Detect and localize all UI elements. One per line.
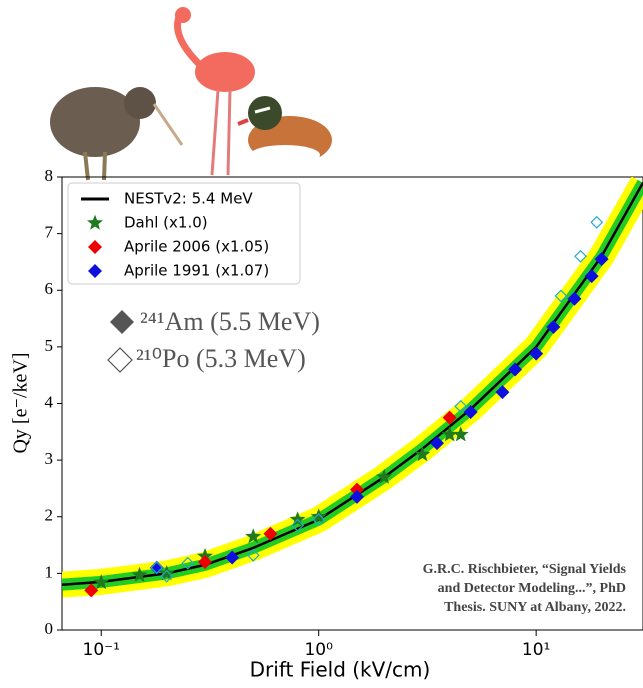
annotation: ²⁴¹Am (5.5 MeV) <box>140 307 320 336</box>
duck-illustration <box>237 96 332 165</box>
star-marker <box>310 508 327 524</box>
y-tick-label: 2 <box>45 506 54 525</box>
diamond-marker <box>84 583 99 598</box>
y-axis-label: Qy [e⁻/keV] <box>10 352 32 453</box>
open-diamond-marker <box>554 289 568 303</box>
open-diamond-marker <box>246 548 260 562</box>
y-tick-label: 5 <box>45 336 54 355</box>
flamingo-illustration <box>174 7 255 176</box>
legend-label: NESTv2: 5.4 MeV <box>124 190 253 208</box>
annotation-marker <box>110 310 134 334</box>
credit-text: Thesis. SUNY at Albany, 2022. <box>444 600 626 615</box>
y-tick-label: 4 <box>45 392 54 411</box>
y-tick-label: 8 <box>45 166 54 185</box>
diamond-marker <box>225 550 240 565</box>
open-diamond-marker <box>590 215 604 229</box>
star-marker <box>131 566 148 582</box>
diamond-marker <box>430 436 445 451</box>
open-diamond-marker <box>291 518 305 532</box>
diamond-marker <box>508 362 523 377</box>
annotation-marker <box>107 347 133 373</box>
y-tick-label: 3 <box>45 449 54 468</box>
open-diamond-marker <box>312 513 326 527</box>
kiwi-illustration <box>50 87 184 181</box>
legend-label: Dahl (x1.0) <box>124 214 208 232</box>
diamond-marker <box>546 320 561 335</box>
diamond-marker <box>594 252 609 267</box>
star-marker <box>452 426 469 442</box>
open-diamond-marker <box>454 399 468 413</box>
x-tick-label: 10⁰ <box>304 640 333 660</box>
diamond-marker <box>349 482 364 497</box>
open-diamond-marker <box>160 569 174 583</box>
star-marker <box>289 511 306 527</box>
diamond-marker <box>197 555 212 570</box>
star-marker <box>245 528 262 544</box>
open-diamond-marker <box>181 556 195 570</box>
diamond-marker <box>529 346 544 361</box>
legend <box>67 182 301 285</box>
annotation: ²¹⁰Po (5.3 MeV) <box>136 344 306 373</box>
open-diamond-marker <box>574 249 587 263</box>
diamond-marker <box>263 526 278 541</box>
diamond-marker <box>349 489 364 504</box>
legend-label: Aprile 1991 (x1.07) <box>124 262 269 280</box>
plot-area <box>62 177 643 598</box>
y-tick-label: 0 <box>45 619 54 638</box>
x-tick-label: 10⁻¹ <box>83 640 120 660</box>
x-tick-label: 10¹ <box>522 640 550 660</box>
diamond-marker <box>88 240 102 254</box>
legend-label: Aprile 2006 (x1.05) <box>124 238 269 256</box>
diamond-marker <box>495 385 510 400</box>
credit-text: and Detector Modeling...”, PhD <box>438 581 626 596</box>
y-tick-label: 6 <box>45 279 54 298</box>
diamond-marker <box>149 560 164 575</box>
diamond-marker <box>584 269 599 284</box>
x-axis-label: Drift Field (kV/cm) <box>250 658 431 682</box>
star-marker <box>87 214 103 230</box>
star-marker <box>441 426 458 442</box>
y-tick-label: 7 <box>45 223 54 242</box>
diamond-marker <box>442 410 457 425</box>
diamond-marker <box>88 264 102 278</box>
open-diamond-marker <box>150 561 164 575</box>
diamond-marker <box>567 291 582 306</box>
star-marker <box>158 565 175 581</box>
y-tick-label: 1 <box>45 562 54 581</box>
star-marker <box>93 574 110 590</box>
diamond-marker <box>463 404 478 419</box>
star-marker <box>414 446 431 462</box>
credit-text: G.R.C. Rischbieter, “Signal Yields <box>423 562 627 577</box>
star-marker <box>376 468 393 484</box>
